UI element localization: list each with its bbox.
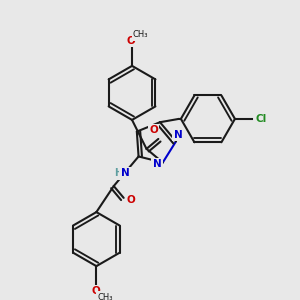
Text: CH₃: CH₃ bbox=[133, 31, 148, 40]
Text: Cl: Cl bbox=[255, 114, 267, 124]
Text: O: O bbox=[149, 125, 158, 135]
Text: H: H bbox=[114, 168, 122, 178]
Text: O: O bbox=[91, 286, 100, 296]
Text: N: N bbox=[174, 130, 182, 140]
Text: N: N bbox=[153, 159, 161, 170]
Text: O: O bbox=[126, 195, 135, 205]
Text: CH₃: CH₃ bbox=[97, 292, 113, 300]
Text: N: N bbox=[121, 168, 130, 178]
Text: O: O bbox=[127, 36, 135, 46]
